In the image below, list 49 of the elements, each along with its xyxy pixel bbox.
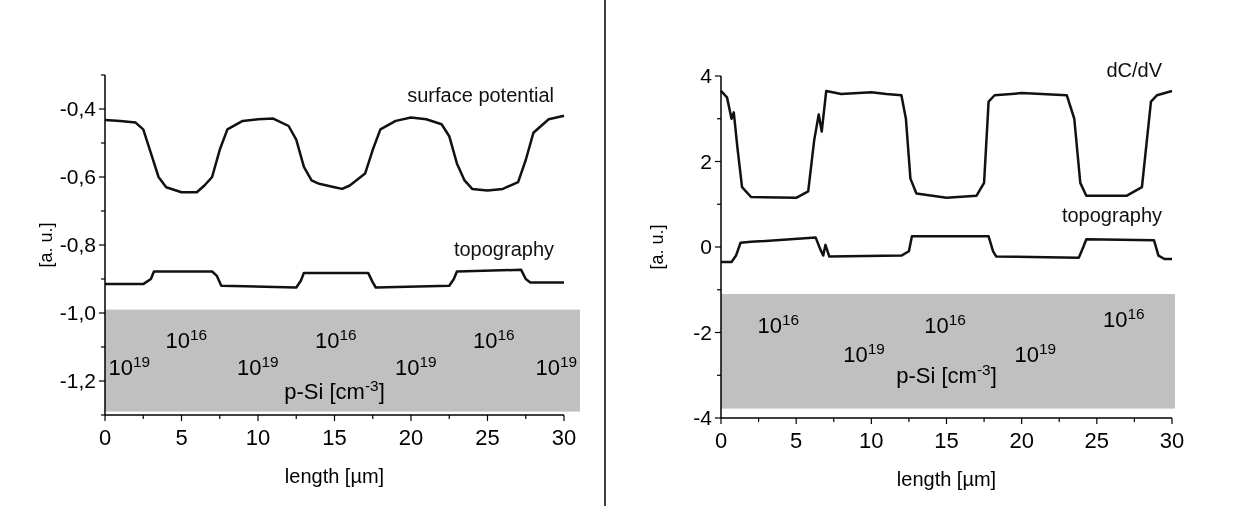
y-axis-title: [a. u.] <box>647 224 667 270</box>
annotation: 10$^{16}$ <box>165 325 208 353</box>
x-axis-title: length [µm] <box>284 465 385 487</box>
y-tick-label: -4 <box>693 406 713 430</box>
y-tick-label: 2 <box>700 149 712 173</box>
line-series <box>103 268 566 289</box>
y-tick-label: -0,6 <box>59 165 96 189</box>
line-series <box>719 89 1174 200</box>
annotation: 10$^{16}$ <box>757 310 800 339</box>
annotation: 10$^{19}$ <box>535 352 577 381</box>
x-tick-label: 5 <box>790 428 803 453</box>
annotation: p-Si [cm$^{-3}$] <box>896 360 997 388</box>
annotation: 10$^{19}$ <box>843 339 885 367</box>
y-tick-label: 4 <box>700 64 713 88</box>
annotation: 10$^{19}$ <box>108 352 151 381</box>
series-label: topography <box>453 237 554 260</box>
y-tick-label: 0 <box>700 235 712 259</box>
y-tick-label: -1,0 <box>59 301 96 325</box>
x-tick-label: 25 <box>475 425 500 450</box>
annotation: 10$^{19}$ <box>237 352 279 381</box>
line-series <box>103 114 566 194</box>
y-tick-label: -2 <box>693 320 712 344</box>
x-axis-title: length [µm] <box>896 468 997 490</box>
annotation: 10$^{16}$ <box>315 325 357 353</box>
series-label: surface potential <box>407 83 554 106</box>
annotation: p-Si [cm$^{-3}$] <box>284 376 385 404</box>
line-series <box>719 235 1174 264</box>
x-tick-label: 25 <box>1084 428 1110 453</box>
x-tick-label: 0 <box>98 425 112 450</box>
annotation: 10$^{19}$ <box>394 352 437 381</box>
y-tick-label: -1,2 <box>59 369 96 393</box>
y-tick-label: -0,4 <box>59 97 97 121</box>
x-tick-label: 20 <box>1009 428 1034 453</box>
annotation: 10$^{19}$ <box>1014 339 1057 367</box>
annotation: 10$^{16}$ <box>472 325 515 353</box>
x-tick-label: 10 <box>859 428 884 453</box>
y-tick-label: -0,8 <box>59 233 96 257</box>
series-label: dC/dV <box>1106 58 1163 81</box>
x-tick-label: 5 <box>175 425 188 450</box>
y-axis-title: [a. u.] <box>36 222 56 268</box>
x-tick-label: 15 <box>322 425 347 450</box>
annotation: 10$^{16}$ <box>1102 304 1145 333</box>
x-tick-label: 30 <box>551 425 577 450</box>
x-tick-label: 10 <box>245 425 271 450</box>
x-tick-label: 30 <box>1159 428 1185 453</box>
annotation: 10$^{16}$ <box>924 310 966 339</box>
series-label: topography <box>1061 204 1162 227</box>
x-tick-label: 20 <box>398 425 424 450</box>
x-tick-label: 15 <box>934 428 959 453</box>
